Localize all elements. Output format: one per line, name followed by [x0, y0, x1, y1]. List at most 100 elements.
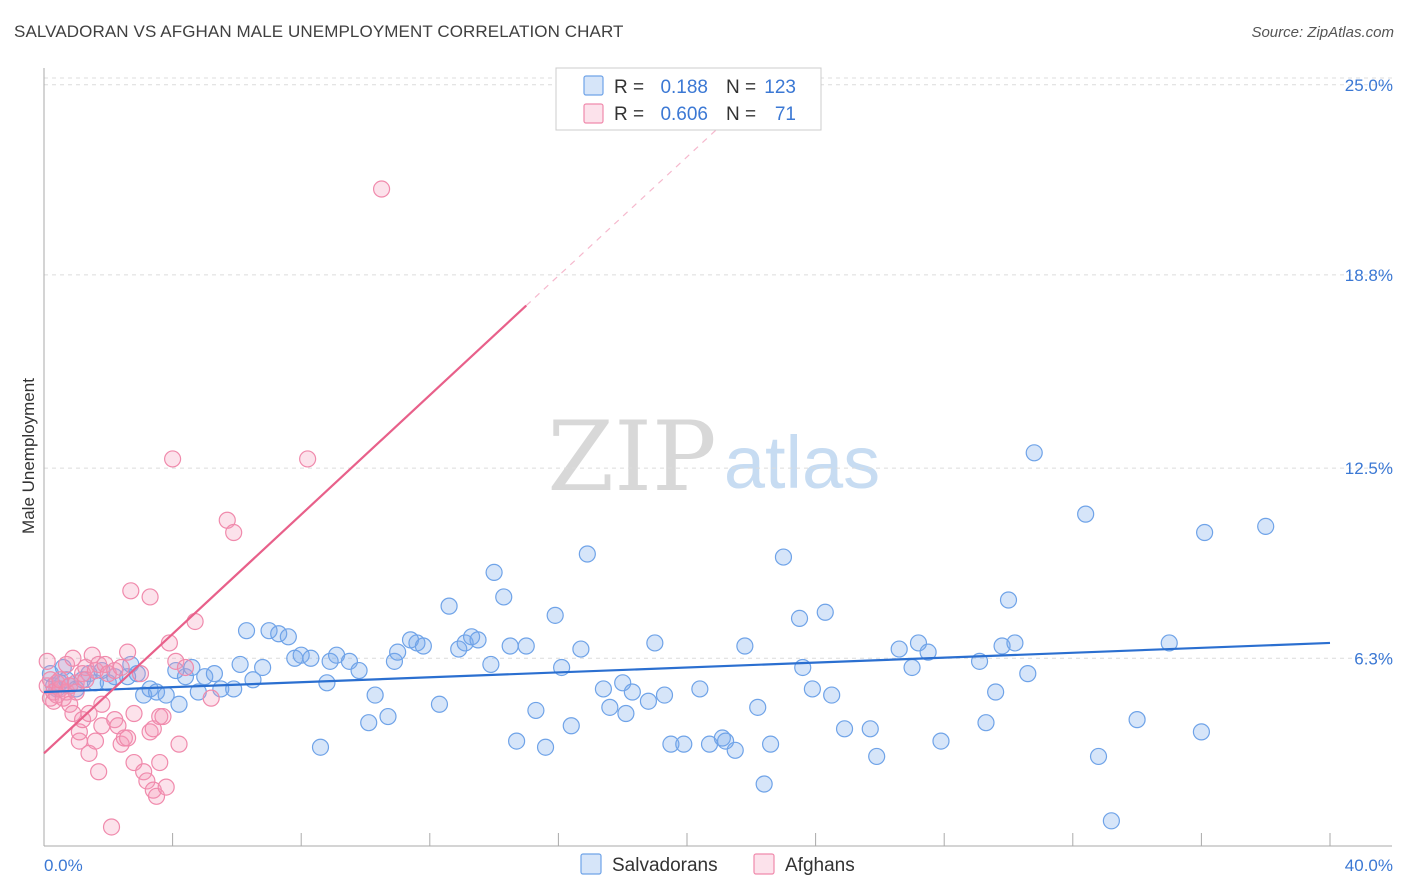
- salvadoran-point-87: [726, 741, 744, 759]
- salvadoran-point-115: [1089, 747, 1108, 766]
- salvadoran-point-55: [440, 597, 458, 615]
- salvadoran-point-47: [366, 686, 384, 704]
- salvadoran-point-62: [495, 588, 513, 606]
- salvadoran-point-119: [1192, 723, 1211, 741]
- y-tick-label-0: 6.3%: [1354, 649, 1393, 668]
- salvadoran-point-56: [450, 640, 468, 658]
- salvadoran-point-91: [761, 735, 780, 753]
- afghan-point-69: [299, 450, 317, 468]
- salvadoran-point-24: [183, 658, 201, 677]
- salvadoran-point-105: [932, 732, 950, 750]
- salvadoran-point-40: [311, 738, 330, 756]
- legend-n-label-0: N =: [726, 77, 756, 98]
- salvadoran-point-53: [414, 637, 432, 655]
- legend-swatch-pink: [583, 103, 604, 124]
- salvadoran-point-100: [868, 747, 886, 766]
- afghan-point-62: [167, 652, 185, 670]
- salvadoran-point-95: [803, 680, 821, 698]
- afghan-point-25: [80, 704, 98, 723]
- salvadoran-point-64: [508, 732, 526, 750]
- salvadoran-point-45: [350, 661, 368, 680]
- x-tick-label-0: 0.0%: [44, 856, 83, 875]
- afghan-point-63: [170, 735, 188, 753]
- x-tick-label-1: 40.0%: [1345, 856, 1393, 875]
- x-ticks: [43, 833, 1331, 846]
- afghan-point-50: [138, 772, 156, 790]
- correlation-legend: R = 0.188 N = 123 R = 0.606 N = 71: [555, 67, 822, 131]
- salvadoran-point-80: [655, 686, 674, 704]
- salvadoran-point-104: [919, 643, 937, 661]
- afghan-point-49: [135, 763, 153, 781]
- afghan-point-48: [131, 665, 150, 683]
- salvadoran-point-26: [196, 668, 214, 686]
- y-tick-label-2: 18.8%: [1345, 266, 1393, 285]
- salvadoran-point-36: [279, 628, 297, 646]
- regression-lines: [43, 108, 1331, 755]
- afghan-point-68: [225, 523, 243, 542]
- legend-bottom-swatch-blue: [580, 853, 602, 875]
- salvadoran-point-73: [594, 680, 613, 698]
- legend-n-value-0: 123: [764, 77, 796, 98]
- afghan-point-59: [157, 778, 175, 796]
- salvadoran-point-118: [1160, 634, 1178, 652]
- salvadoran-point-82: [675, 735, 693, 753]
- salvadoran-point-17: [135, 686, 153, 704]
- salvadoran-point-50: [389, 643, 407, 661]
- salvadoran-point-83: [691, 680, 709, 698]
- salvadoran-point-76: [617, 704, 635, 723]
- axes: [43, 68, 1392, 847]
- salvadoran-point-114: [1077, 505, 1095, 523]
- afghan-point-29: [86, 732, 105, 750]
- salvadoran-point-89: [749, 698, 767, 716]
- afghan-point-70: [372, 180, 391, 198]
- source-credit: Source: ZipAtlas.com: [1251, 24, 1394, 41]
- salvadoran-point-96: [816, 603, 834, 621]
- salvadoran-point-27: [205, 665, 223, 683]
- salvadoran-point-70: [562, 717, 580, 735]
- y-axis-label: Male Unemployment: [19, 378, 38, 534]
- afghan-point-12: [57, 655, 76, 674]
- afghan-point-33: [93, 695, 111, 713]
- salvadoran-point-21: [167, 661, 185, 680]
- salvadoran-point-90: [755, 775, 773, 793]
- legend-bottom-label-salvadorans: Salvadorans: [612, 855, 718, 876]
- gridlines: [44, 77, 1394, 659]
- salvadoran-point-39: [302, 649, 320, 667]
- salvadoran-point-107: [977, 714, 995, 732]
- salvadoran-point-77: [623, 683, 641, 701]
- salvadoran-point-113: [1025, 444, 1043, 462]
- salvadoran-point-31: [237, 622, 256, 640]
- salvadoran-point-101: [890, 640, 908, 658]
- legend-r-value-0: 0.188: [660, 77, 708, 98]
- legend-r-label-0: R =: [614, 77, 644, 98]
- afghan-point-51: [141, 723, 159, 741]
- salvadoran-point-99: [861, 720, 879, 738]
- salvadoran-point-29: [225, 680, 243, 698]
- salvadoran-point-121: [1257, 517, 1275, 535]
- afghan-point-45: [122, 582, 140, 600]
- salvadoran-point-85: [713, 729, 731, 747]
- afghan-point-64: [176, 658, 195, 677]
- salvadoran-point-48: [379, 707, 397, 726]
- watermark: ZIP atlas: [547, 401, 880, 513]
- salvadoran-point-93: [790, 609, 809, 628]
- afghan-point-22: [73, 711, 92, 729]
- salvadoran-point-23: [176, 668, 195, 686]
- salvadoran-point-54: [430, 695, 449, 713]
- afghan-point-41: [112, 658, 130, 677]
- salvadoran-point-49: [385, 652, 404, 670]
- afghan-point-66: [202, 689, 220, 707]
- salvadoran-point-57: [456, 634, 474, 652]
- y-tick-label-1: 12.5%: [1345, 459, 1393, 478]
- salvadoran-point-117: [1128, 711, 1146, 729]
- salvadoran-point-67: [536, 738, 555, 756]
- salvadoran-point-72: [578, 545, 596, 563]
- salvadoran-point-68: [546, 606, 564, 624]
- salvadoran-point-109: [993, 637, 1011, 655]
- salvadoran-point-33: [254, 658, 272, 677]
- salvadoran-point-79: [646, 634, 664, 652]
- salvadoran-point-63: [501, 637, 519, 655]
- afghan-point-57: [151, 753, 169, 772]
- afghans-points: [38, 180, 391, 836]
- afghan-point-65: [186, 612, 204, 631]
